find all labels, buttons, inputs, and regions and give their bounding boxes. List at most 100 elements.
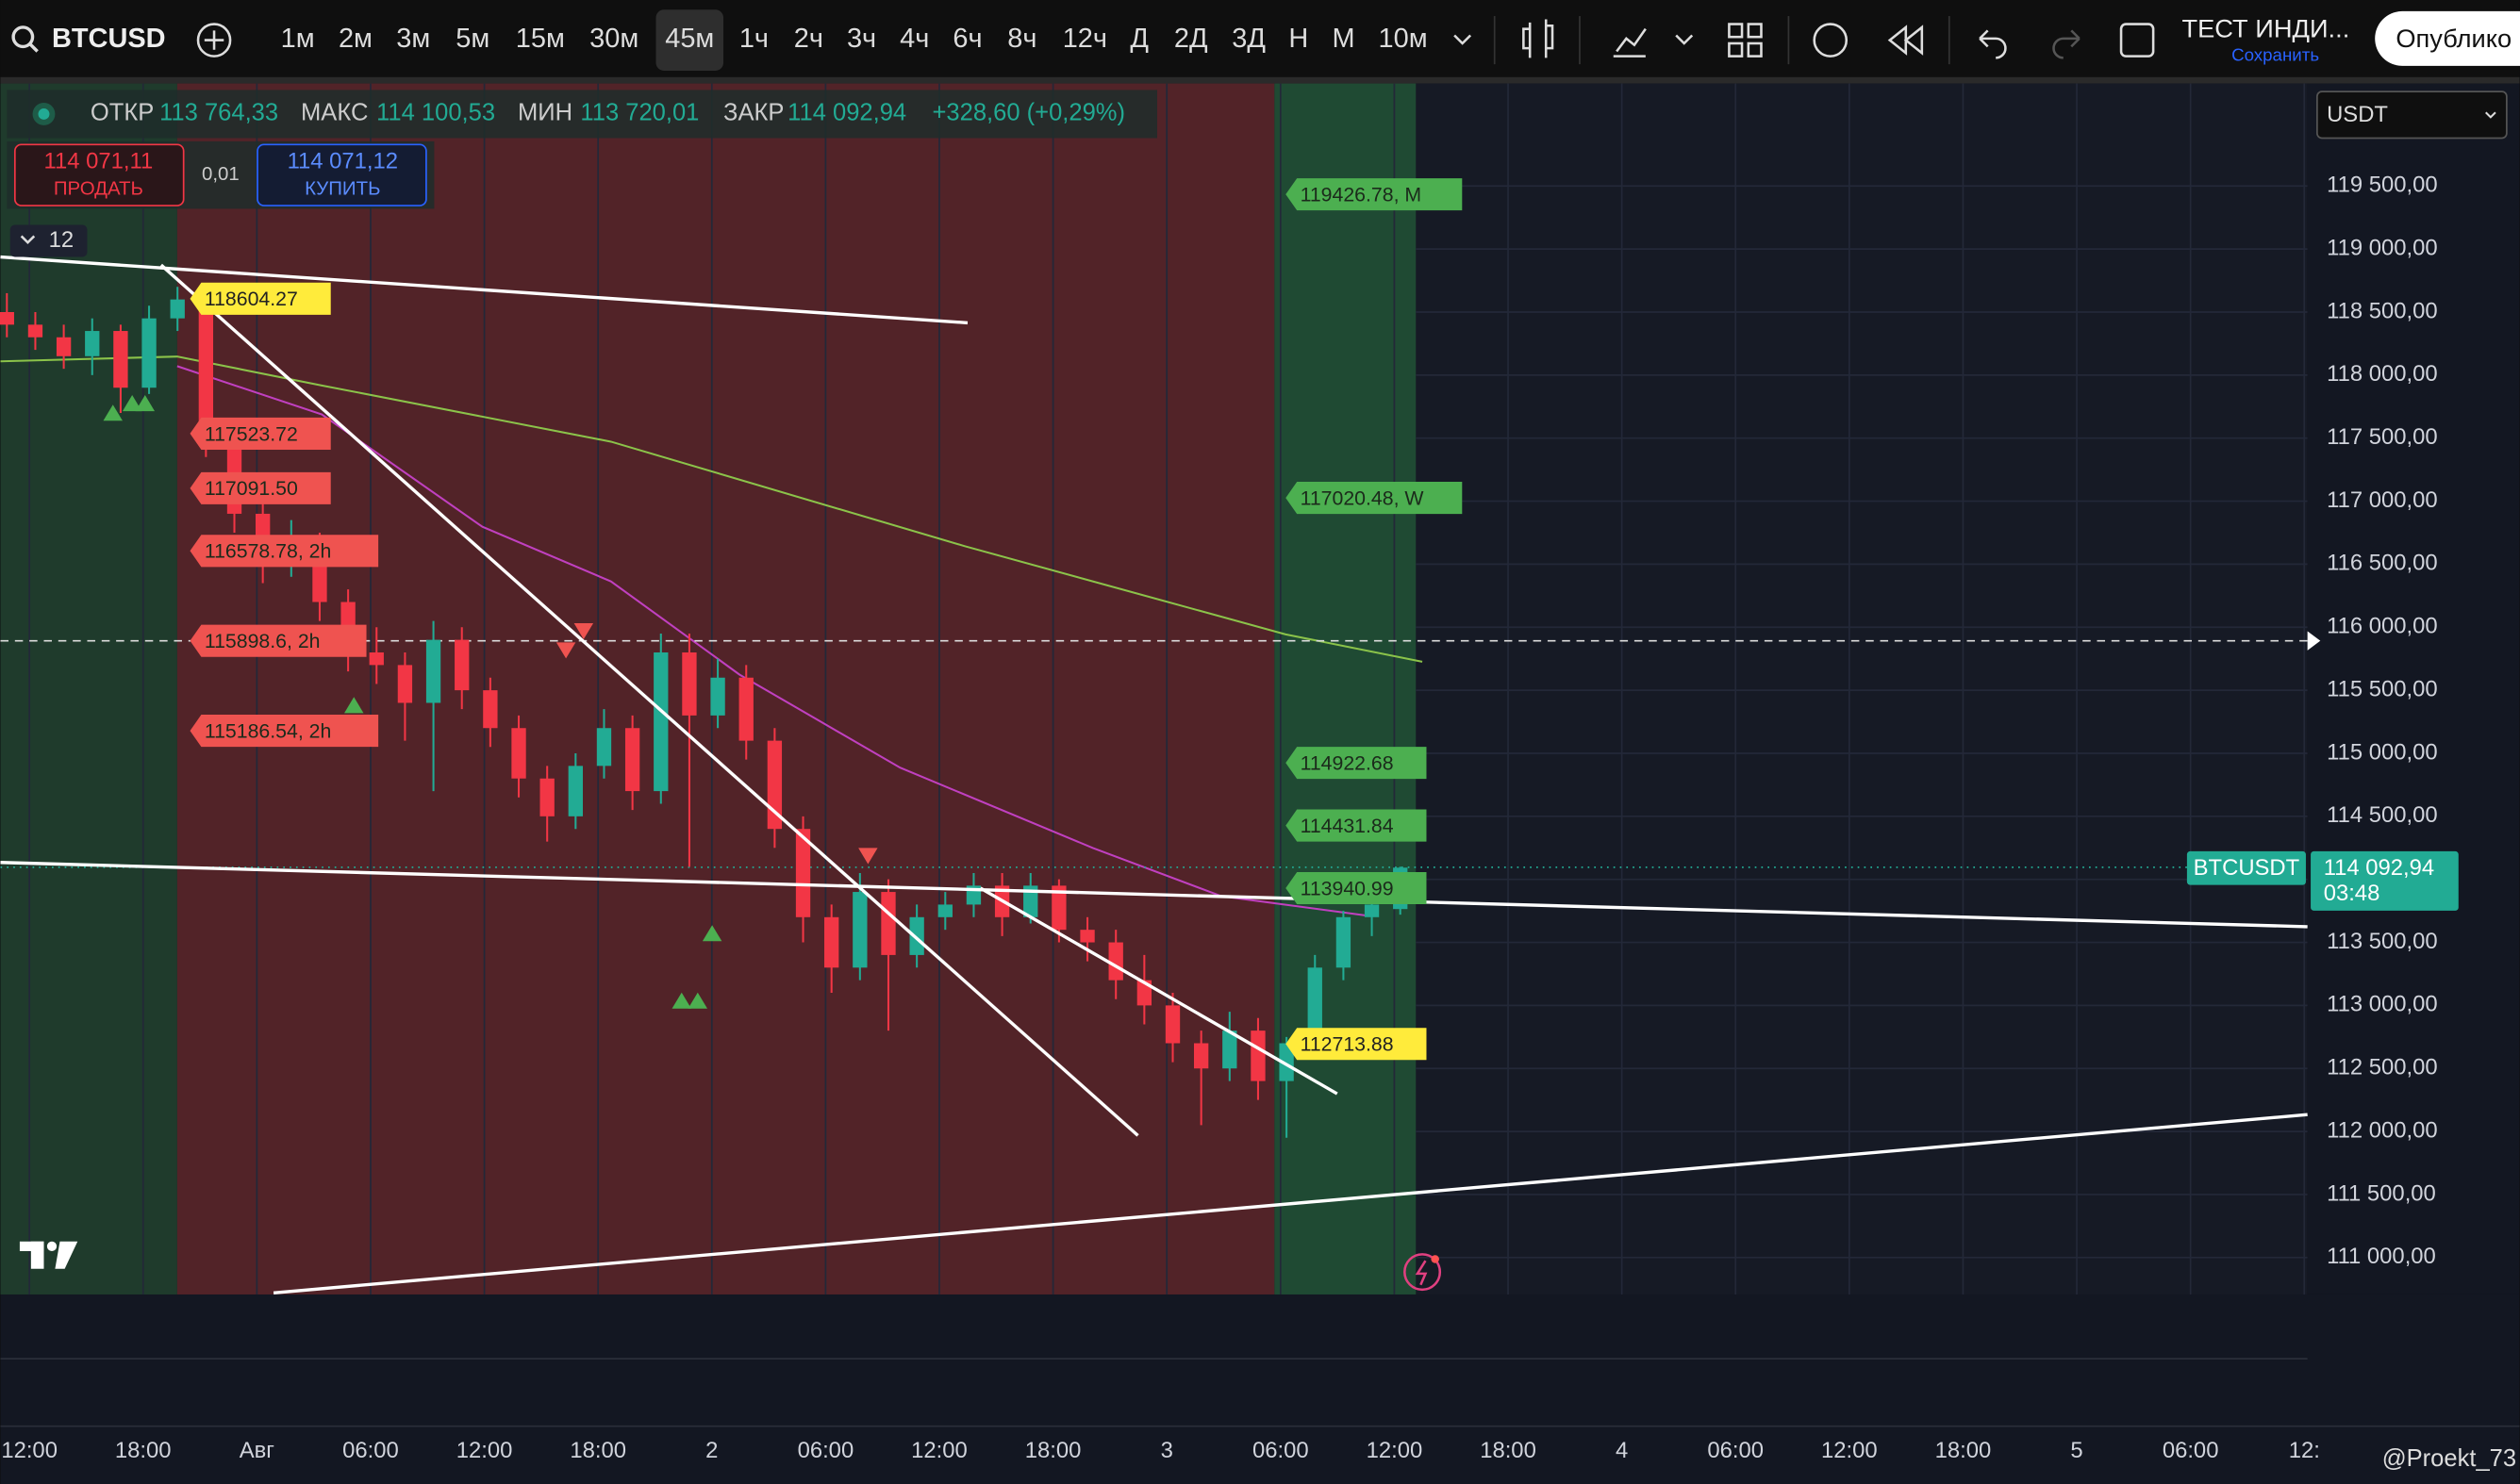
indicators[interactable] <box>1613 27 1647 58</box>
interval[interactable]: 1м <box>281 24 315 54</box>
replay[interactable] <box>1887 25 1924 56</box>
y-tick-label: 117 500,00 <box>2327 424 2438 450</box>
chevron <box>2485 111 2496 119</box>
candle-body <box>710 677 725 716</box>
buy-button[interactable] <box>257 143 427 206</box>
layouts[interactable] <box>1728 23 1763 58</box>
tag-arrow <box>1285 747 1427 780</box>
interval[interactable]: 3м <box>396 24 430 54</box>
publish-button[interactable] <box>2375 10 2520 66</box>
time-axis: 12:00 18:00 Авг 06:00 12:00 18:00 2 06:00 12:00 1… <box>1 1438 2319 1463</box>
candle-body <box>1307 967 1322 1044</box>
candle-body <box>1222 1031 1237 1069</box>
signal-up <box>671 992 691 1009</box>
fullscreen[interactable] <box>2119 23 2155 58</box>
interval[interactable]: 15м <box>516 24 565 54</box>
candle-body <box>1108 942 1123 981</box>
tag-text: 118604.27 <box>205 288 298 310</box>
interval[interactable]: 2ч <box>794 24 823 54</box>
alert[interactable] <box>1813 23 1849 58</box>
buy-price: 114 071,12 <box>288 148 399 173</box>
candle-body <box>113 331 128 388</box>
lightning[interactable] <box>1403 1253 1442 1292</box>
candle-body <box>0 311 14 325</box>
undo[interactable] <box>1979 29 2007 59</box>
pane-bg <box>0 1294 2520 1426</box>
x-tick-label: Авг <box>240 1438 274 1463</box>
interval[interactable]: 4ч <box>900 24 929 54</box>
tag-text: 113940.99 <box>1301 877 1394 899</box>
x-tick-label: 5 <box>2070 1438 2082 1463</box>
tag-text: 114431.84 <box>1301 815 1394 837</box>
candle-body <box>1023 885 1038 917</box>
interval[interactable]: 6ч <box>953 24 982 54</box>
tag-text: 117020.48, W <box>1301 486 1425 509</box>
symbol[interactable]: BTCUSD <box>52 24 166 54</box>
interval[interactable]: 8ч <box>1007 24 1036 54</box>
y-tick-label: 111 500,00 <box>2327 1180 2436 1206</box>
symbol-tag <box>2186 850 2306 885</box>
legend-value: 113 720,01 <box>580 100 699 126</box>
publish-label[interactable]: Опублико <box>2396 24 2512 53</box>
interval[interactable]: 3Д <box>1232 24 1266 54</box>
watermark: @Proekt_73 <box>2382 1445 2516 1472</box>
candle-body <box>539 778 555 816</box>
interval[interactable]: 1ч <box>739 24 769 54</box>
symbol-tag-text: BTCUSDT <box>2194 855 2300 881</box>
layout-name[interactable]: ТЕСТ ИНДИ... <box>2181 14 2349 43</box>
candles <box>0 287 1408 1138</box>
tag-arrow <box>1285 871 1427 905</box>
x-tick-label: 12:00 <box>911 1438 968 1463</box>
candle-body <box>1335 916 1351 968</box>
tag-text: 115186.54, 2h <box>205 719 332 742</box>
tag-arrow <box>1285 482 1463 515</box>
last-price-tag <box>2311 850 2459 911</box>
chart-type[interactable] <box>1522 19 1554 58</box>
interval[interactable]: Н <box>1288 24 1308 54</box>
zone-green <box>0 83 177 1294</box>
interval[interactable]: М <box>1333 24 1355 54</box>
toolbar-bg <box>0 0 2520 77</box>
x-tick-label: 18:00 <box>1480 1438 1536 1463</box>
add-symbol-icon <box>204 30 224 50</box>
redo[interactable] <box>2052 29 2081 59</box>
more-intervals[interactable] <box>1453 34 1472 45</box>
interval[interactable]: 5м <box>456 24 489 54</box>
search-icon[interactable] <box>11 25 35 49</box>
legend-label: МАКС <box>301 100 368 126</box>
price-tags: 118604.27 117523.72 117091.50 116578.78, 2h… <box>190 178 1463 1061</box>
tag-text: 115898.6, 2h <box>205 630 321 652</box>
spread: 0,01 <box>202 163 240 185</box>
sell-button[interactable] <box>13 143 185 206</box>
zone-red <box>176 83 1275 1294</box>
trend-line <box>159 263 1139 1137</box>
currency-select[interactable] <box>2316 91 2508 140</box>
legend-label: ЗАКР <box>723 100 784 126</box>
x-tick-label: 06:00 <box>1252 1438 1309 1463</box>
y-tick-label: 118 500,00 <box>2327 298 2438 323</box>
save[interactable]: Сохранить <box>2231 45 2319 65</box>
indicators-toggle[interactable] <box>9 224 88 257</box>
line-handle <box>2307 631 2321 651</box>
interval[interactable]: 3ч <box>847 24 876 54</box>
add-symbol[interactable] <box>196 23 232 58</box>
interval[interactable]: 2Д <box>1174 24 1208 54</box>
interval[interactable]: 12ч <box>1063 24 1107 54</box>
indicators-count: 12 <box>49 227 75 253</box>
interval[interactable]: 10м <box>1379 24 1428 54</box>
candle-body <box>397 665 413 703</box>
candle-body <box>141 318 157 388</box>
y-tick-label: 112 500,00 <box>2327 1055 2438 1080</box>
indicators-menu[interactable] <box>1675 34 1694 45</box>
x-tick-label: 06:00 <box>1707 1438 1764 1463</box>
signal-up <box>103 404 123 421</box>
interval[interactable]: 45м <box>665 24 714 54</box>
interval[interactable]: 2м <box>339 24 373 54</box>
tag-arrow <box>190 535 379 568</box>
candle-body <box>369 652 384 666</box>
interval[interactable]: Д <box>1130 24 1149 54</box>
x-tick-label: 4 <box>1616 1438 1628 1463</box>
interval[interactable]: 30м <box>589 24 638 54</box>
